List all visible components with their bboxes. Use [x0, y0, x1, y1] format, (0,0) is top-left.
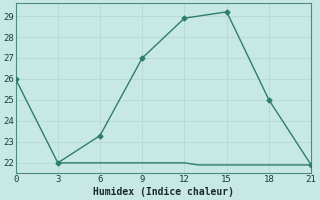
X-axis label: Humidex (Indice chaleur): Humidex (Indice chaleur)	[93, 186, 234, 197]
